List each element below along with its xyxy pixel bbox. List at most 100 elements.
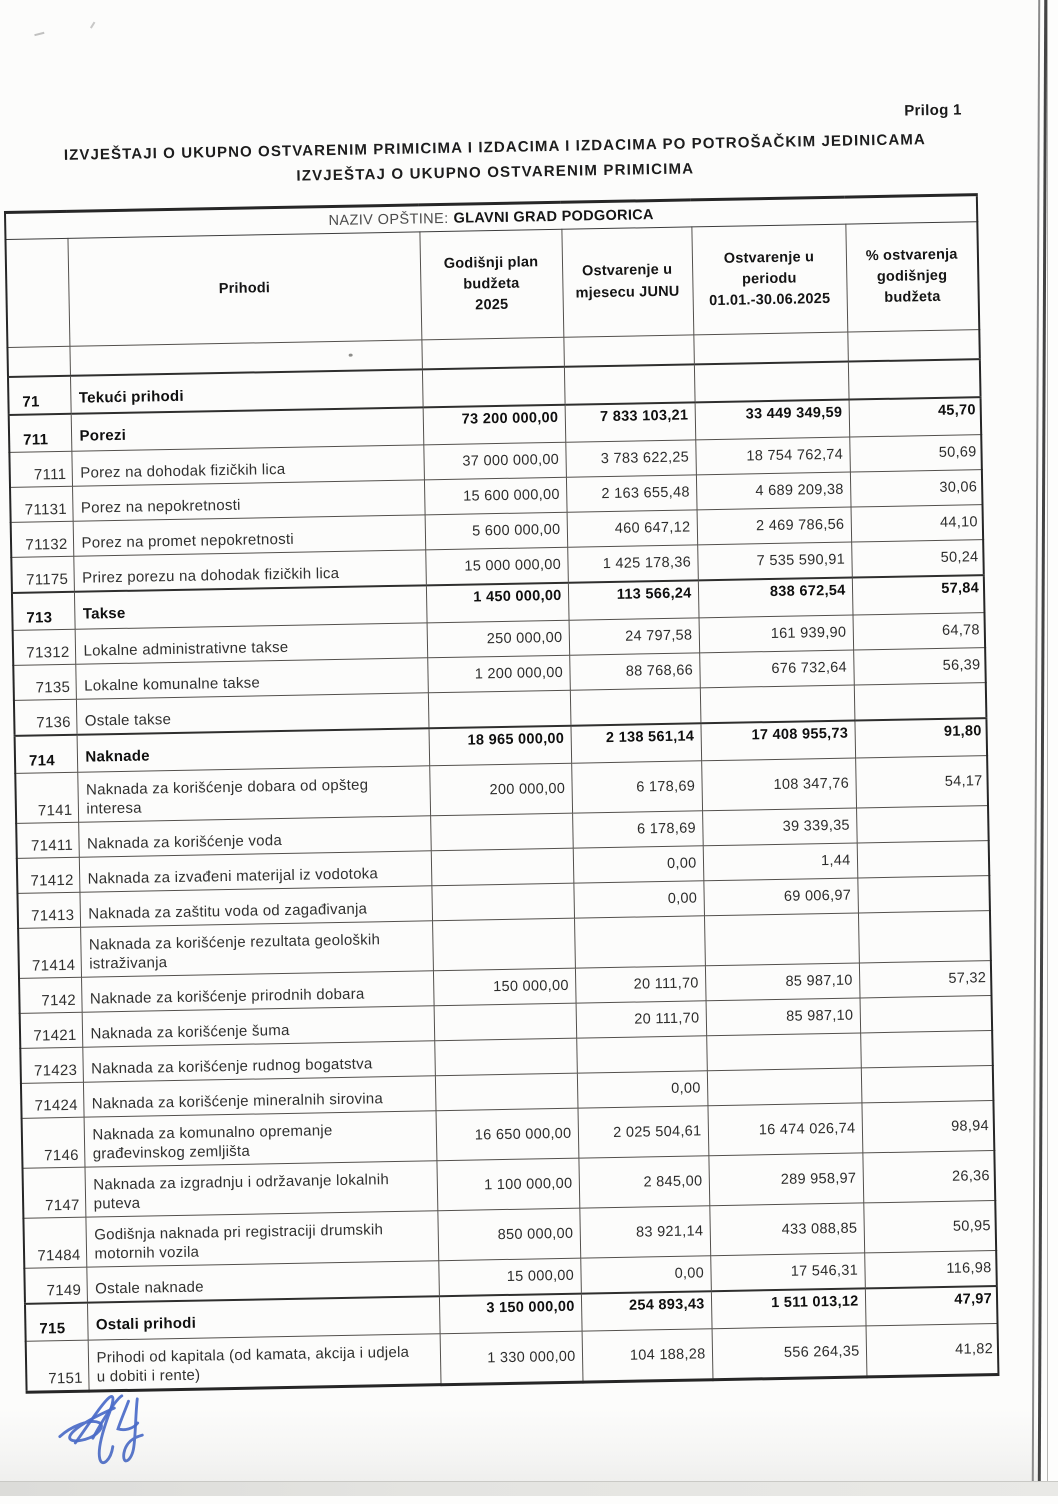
row-code: 71484 — [23, 1217, 87, 1269]
cell-period: 85 987,10 — [704, 962, 860, 1001]
cell-pct: 98,94 — [861, 1100, 995, 1153]
cell-jun: 104 188,28 — [581, 1328, 713, 1383]
row-code: 7147 — [22, 1167, 86, 1219]
row-label: Naknada za izgradnju i održavanje lokaln… — [84, 1160, 438, 1218]
cell-pct: 57,32 — [858, 960, 992, 998]
cell-plan: 1 330 000,00 — [439, 1331, 583, 1385]
row-label: Porezi — [70, 407, 424, 452]
cell-period: 556 264,35 — [711, 1325, 867, 1380]
cell-pct: 50,95 — [863, 1200, 997, 1253]
cell-period: 2 469 786,56 — [696, 507, 852, 545]
row-code: 7111 — [9, 451, 73, 488]
cell-pct: 54,17 — [855, 755, 989, 808]
row-label: Tekući prihodi — [69, 369, 423, 414]
cell-period: 1 511 013,12 — [710, 1288, 866, 1329]
row-code: 713 — [11, 591, 75, 631]
cell-plan — [433, 1003, 577, 1041]
cell-pct — [857, 910, 991, 963]
cell-pct: 64,78 — [852, 612, 986, 651]
cell-jun: 7 833 103,21 — [564, 402, 696, 443]
cell-pct — [860, 1030, 993, 1068]
cell-jun: 20 111,70 — [575, 1000, 707, 1039]
cell-jun: 3 783 622,25 — [565, 439, 696, 478]
cell-plan: 250 000,00 — [426, 620, 570, 658]
cell-plan: 15 000,00 — [438, 1258, 581, 1297]
cell-period: 33 449 349,59 — [694, 399, 850, 440]
cell-jun: 113 566,24 — [567, 580, 699, 621]
row-code: 711 — [8, 413, 72, 453]
cell-period — [706, 1067, 862, 1106]
row-code: 71423 — [20, 1047, 83, 1084]
cell-jun: 0,00 — [573, 880, 704, 919]
scan-skew-wrapper: Prilog 1 IZVJEŠTAJI O UKUPNO OSTVARENIM … — [3, 101, 1000, 1465]
cell-jun — [576, 1035, 707, 1074]
cell-pct: 44,10 — [850, 504, 984, 543]
cell-period: 838 672,54 — [697, 577, 853, 618]
scanned-page: Prilog 1 IZVJEŠTAJI O UKUPNO OSTVARENIM … — [0, 21, 1037, 1481]
row-label: Naknada za korišćenje rezultata geološki… — [80, 920, 433, 978]
cell-pct: 41,82 — [865, 1323, 999, 1377]
cell-period: 289 958,97 — [708, 1152, 864, 1206]
col-header-period: Ostvarenje u periodu 01.01.-30.06.2025 — [691, 224, 848, 335]
cell-jun: 1 425 178,36 — [567, 544, 698, 583]
cell-pct: 47,97 — [864, 1285, 998, 1326]
row-code: 715 — [24, 1302, 88, 1342]
cell-pct — [847, 359, 981, 400]
cell-period: 161 939,90 — [698, 615, 854, 653]
row-code: 7149 — [24, 1267, 87, 1304]
cell-period: 676 732,64 — [699, 650, 854, 688]
cell-period: 4 689 209,38 — [695, 472, 851, 510]
cell-plan: 3 150 000,00 — [438, 1293, 582, 1334]
cell-plan: 850 000,00 — [437, 1208, 581, 1261]
row-code: 71132 — [10, 521, 74, 558]
cell-pct: 116,98 — [864, 1250, 997, 1289]
cell-period — [706, 1032, 861, 1071]
scan-page-edge-line — [1047, 0, 1048, 1481]
col-header-plan: Godišnji plan budžeta 2025 — [419, 229, 564, 340]
cell-plan — [431, 883, 575, 921]
cell-period: 39 339,35 — [702, 807, 857, 846]
budget-table: NAZIV OPŠTINE: GLAVNI GRAD PODGORICA Prih… — [3, 193, 1000, 1394]
cell-pct: 91,80 — [854, 718, 988, 759]
cell-jun: 2 138 561,14 — [570, 723, 702, 764]
cell-pct — [860, 1065, 994, 1103]
row-label: Godišnja naknada pri registraciji drumsk… — [85, 1210, 439, 1268]
cell-period: 69 006,97 — [703, 877, 858, 916]
row-code: 71413 — [17, 892, 81, 929]
cell-period — [699, 685, 855, 724]
cell-period: 17 546,31 — [710, 1252, 865, 1292]
cell-period: 17 408 955,73 — [700, 720, 856, 761]
col-header-jun: Ostvarenje u mjesecu JUNU — [561, 226, 694, 338]
row-code: 7142 — [19, 977, 82, 1014]
cell-period: 18 754 762,74 — [695, 437, 850, 475]
cell-pct: 56,39 — [853, 647, 986, 686]
cell-pct — [853, 682, 987, 721]
row-label: Naknade — [76, 728, 430, 773]
cell-jun: 0,00 — [572, 845, 704, 884]
cell-plan: 15 000 000,00 — [425, 547, 568, 586]
row-label: Prihodi od kapitala (od kamata, akcija i… — [87, 1333, 441, 1392]
row-code: 7135 — [13, 664, 76, 701]
column-header-row: Prihodi Godišnji plan budžeta 2025 Ostva… — [5, 221, 980, 348]
prilog-label: Prilog 1 — [904, 101, 962, 120]
cell-jun — [569, 687, 701, 726]
cell-period: 7 535 590,91 — [697, 542, 852, 581]
cell-plan: 73 200 000,00 — [422, 404, 566, 445]
cell-jun: 254 893,43 — [580, 1291, 712, 1332]
cell-pct — [856, 805, 989, 843]
cell-pct: 45,70 — [848, 397, 982, 438]
cell-period: 433 088,85 — [709, 1202, 865, 1256]
cell-jun — [563, 364, 695, 405]
cell-jun: 460 647,12 — [566, 509, 698, 548]
row-code: 71411 — [16, 822, 79, 859]
cell-jun: 0,00 — [576, 1070, 708, 1109]
cell-pct: 57,84 — [851, 575, 985, 616]
municipality-label: NAZIV OPŠTINE: — [328, 210, 449, 229]
cell-plan: 18 965 000,00 — [428, 725, 572, 766]
cell-plan: 1 100 000,00 — [436, 1158, 580, 1211]
cell-jun: 83 921,14 — [579, 1205, 711, 1259]
cell-pct — [859, 995, 993, 1033]
cell-period: 108 347,76 — [701, 758, 857, 811]
cell-plan: 200 000,00 — [429, 763, 573, 816]
row-code: 71175 — [11, 556, 74, 593]
